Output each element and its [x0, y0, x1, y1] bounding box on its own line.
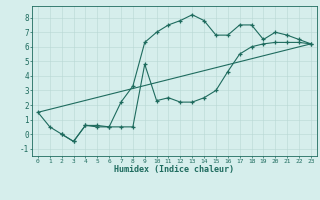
- X-axis label: Humidex (Indice chaleur): Humidex (Indice chaleur): [115, 165, 234, 174]
